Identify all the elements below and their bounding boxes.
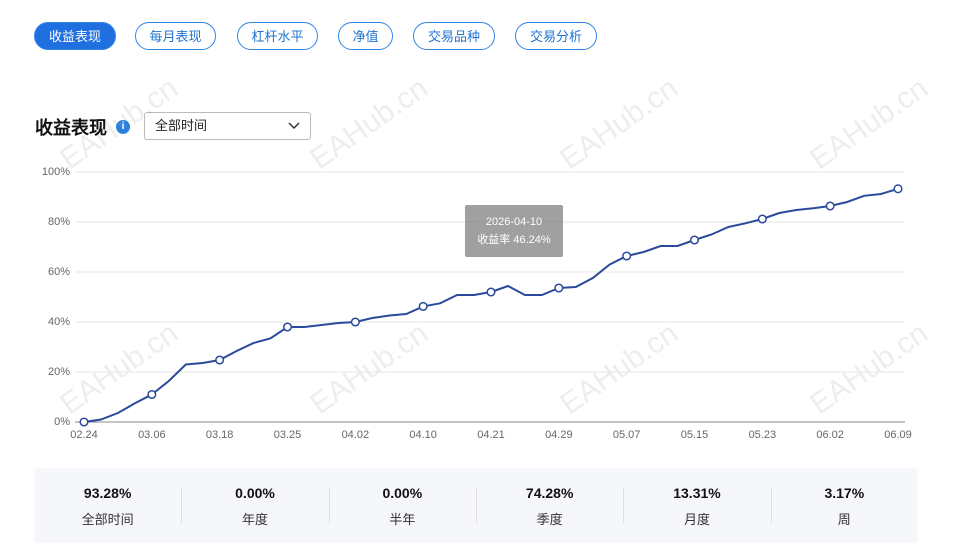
point-marker <box>282 322 293 332</box>
y-tick-label: 100% <box>42 166 70 178</box>
y-tick-label: 80% <box>48 216 70 228</box>
x-tick-label: 03.25 <box>274 429 302 441</box>
tooltip-date: 2026-04-10 <box>486 216 542 228</box>
x-tick-label: 05.15 <box>681 429 709 441</box>
x-tick-label: 04.02 <box>342 429 370 441</box>
watermark: EAHub.cn <box>54 71 184 176</box>
stat-label: 半年 <box>389 512 416 527</box>
watermark: EAHub.cn <box>54 316 184 421</box>
tab[interactable]: 净值 <box>338 22 393 50</box>
point-marker <box>350 317 360 327</box>
dropdown-value: 全部时间 <box>155 118 208 133</box>
point-marker <box>622 251 632 261</box>
x-tick-label: 04.29 <box>545 429 573 441</box>
tab[interactable]: 收益表现 <box>34 22 116 50</box>
x-tick-label: 06.09 <box>884 429 912 441</box>
x-tick-label: 04.10 <box>409 429 437 441</box>
watermark: EAHub.cn <box>304 316 434 421</box>
y-tick-label: 40% <box>48 316 70 328</box>
stat-value: 13.31% <box>673 485 721 501</box>
stat-value: 3.17% <box>824 485 865 501</box>
x-tick-label: 05.23 <box>749 429 777 441</box>
stat-value: 0.00% <box>382 485 423 501</box>
stat-value: 0.00% <box>235 485 275 501</box>
y-tick-label: 0% <box>54 416 70 428</box>
x-tick-label: 03.18 <box>206 429 234 441</box>
tooltip <box>465 205 563 257</box>
stat-label: 周 <box>837 512 851 527</box>
point-marker <box>893 184 903 194</box>
point-marker <box>757 214 767 224</box>
watermark: EAHub.cn <box>554 316 684 421</box>
point-marker <box>554 283 564 293</box>
stat-value: 93.28% <box>83 485 132 501</box>
watermark: EAHub.cn <box>554 71 684 176</box>
stats-panel: 93.28% 全部时间 0.00% 年度 0.00% 半年 74.28% 季度 13.31% 月度… <box>34 468 918 543</box>
chart: EAHub.cn EAHub.cn EAHub.cn EAHub.cn EAHub.cn… <box>42 71 934 441</box>
point-marker <box>147 389 157 400</box>
y-tick-label: 20% <box>48 366 70 378</box>
info-icon[interactable]: i <box>116 120 130 134</box>
tab[interactable]: 杠杆水平 <box>237 22 318 50</box>
tab[interactable]: 交易分析 <box>515 22 597 50</box>
stat-value: 74.28% <box>525 485 574 501</box>
stat: 93.28% 全部时间 <box>34 468 181 543</box>
x-tick-label: 05.07 <box>613 429 641 441</box>
dropdown[interactable]: 全部时间 <box>144 112 311 140</box>
tooltip-text: 收益率 46.24% <box>477 232 551 246</box>
stat-label: 年度 <box>241 512 268 527</box>
section-title: 收益表现 <box>35 118 107 138</box>
watermark: EAHub.cn <box>804 316 934 421</box>
tab[interactable]: 每月表现 <box>135 22 216 50</box>
chevron <box>288 122 300 130</box>
stat-label: 月度 <box>683 512 710 527</box>
x-tick-label: 04.21 <box>477 429 505 441</box>
stat: 0.00% 年度 <box>181 468 328 543</box>
stat-label: 季度 <box>536 512 563 527</box>
y-tick-label: 60% <box>48 266 70 278</box>
stat: 74.28% 季度 <box>475 468 623 543</box>
point-marker <box>825 201 835 211</box>
point-marker <box>215 355 225 365</box>
point-marker <box>689 235 700 245</box>
tab[interactable]: 交易品种 <box>413 22 495 50</box>
stat-label: 全部时间 <box>81 512 134 527</box>
point-marker <box>79 417 89 427</box>
point-marker <box>486 287 496 297</box>
watermark: EAHub.cn <box>804 71 934 176</box>
stat: 3.17% 周 <box>770 468 918 543</box>
point-marker <box>418 301 428 311</box>
x-tick-label: 02.24 <box>70 429 98 441</box>
stat: 13.31% 月度 <box>623 468 770 543</box>
watermark: EAHub.cn <box>304 71 434 176</box>
x-tick-label: 06.02 <box>816 429 844 441</box>
x-tick-label: 03.06 <box>138 429 166 441</box>
stat: 0.00% 半年 <box>328 468 476 543</box>
